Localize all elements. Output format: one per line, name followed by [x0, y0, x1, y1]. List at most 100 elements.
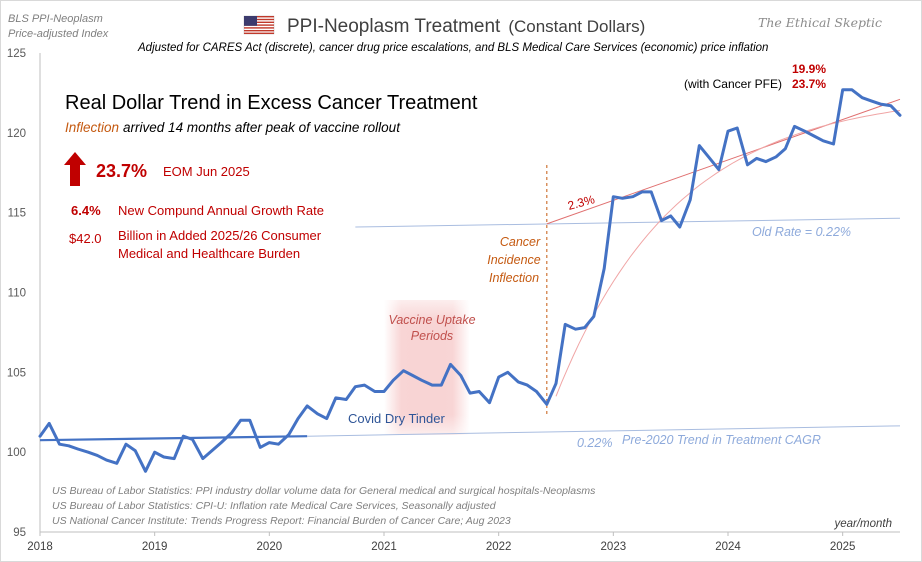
series-point [861, 96, 864, 99]
series-point [621, 197, 624, 200]
pre2020-trend-solid [39, 435, 308, 442]
y-tick-label: 125 [7, 48, 26, 60]
series-point [316, 412, 319, 415]
series-point [220, 441, 223, 444]
y-tick-label: 120 [7, 128, 26, 140]
y-tick-label: 115 [8, 208, 26, 220]
series-point [440, 383, 443, 387]
series-point [382, 390, 386, 393]
y-tick-label: 100 [7, 447, 26, 459]
pre2020-percent-label: 0.22% [577, 436, 612, 450]
series-point [517, 380, 520, 384]
x-tick-label: 2020 [257, 541, 283, 553]
series-point [230, 431, 233, 435]
rate-2-3-label: 2.3% [566, 192, 596, 213]
up-arrow-icon [64, 152, 86, 186]
cagr-value: 6.4% [71, 203, 101, 218]
y-tick-labels: 95 100 105 110 115 120 125 [7, 48, 26, 539]
series-point [755, 157, 758, 160]
series-point [764, 160, 767, 163]
series-point [248, 419, 251, 422]
series-point [545, 403, 548, 406]
series-point [554, 382, 558, 385]
title-main: PPI-Neoplasm Treatment [287, 16, 501, 37]
series-point [48, 422, 51, 425]
series-point [373, 390, 376, 393]
series-point [478, 390, 481, 393]
series-point [535, 390, 538, 393]
series-point [468, 391, 472, 395]
series-point [612, 195, 615, 198]
series-point [277, 443, 280, 446]
series-point [689, 198, 692, 202]
series-point [564, 323, 567, 326]
series-point [325, 417, 328, 420]
series-point [306, 404, 309, 408]
series-point [506, 371, 509, 374]
series-point [402, 369, 405, 372]
series-point [775, 155, 778, 158]
series-point [707, 155, 710, 158]
source-note-3: US National Cancer Institute: Trends Pro… [52, 515, 511, 527]
series-point [363, 383, 366, 387]
inflection-prefix: Inflection [65, 120, 119, 135]
billion-text-line1: Billion in Added 2025/26 Consumer [118, 228, 322, 243]
y-tick-label: 110 [8, 288, 26, 300]
series-point [583, 326, 586, 329]
inflection-note: Inflection arrived 14 months after peak o… [65, 120, 401, 135]
series-point [669, 214, 672, 218]
series-point [459, 374, 462, 377]
series-point [660, 219, 663, 222]
cancer-label-line1: Cancer [500, 235, 541, 249]
series-point [124, 443, 128, 446]
series-point [879, 102, 882, 106]
cancer-label-line2: Incidence [487, 253, 541, 267]
series-point [67, 444, 70, 447]
series-point [717, 168, 720, 171]
source-label-line2: Price-adjusted Index [8, 28, 109, 40]
vaccine-label-line1: Vaccine Uptake [388, 313, 475, 327]
inflection-rest: arrived 14 months after peak of vaccine … [123, 120, 401, 135]
x-tick-label: 2023 [601, 541, 627, 553]
series-point [449, 363, 452, 366]
y-tick-label: 95 [13, 527, 26, 539]
series-point [239, 419, 242, 422]
series-point [87, 451, 90, 454]
series-point [650, 190, 653, 194]
series-point [354, 385, 357, 388]
series-point [793, 125, 796, 128]
plot-headline: Real Dollar Trend in Excess Cancer Treat… [65, 92, 478, 114]
vaccine-uptake-band [384, 300, 470, 435]
series-point [287, 433, 290, 436]
x-tick-label: 2021 [371, 541, 397, 553]
series-point [832, 142, 835, 146]
series-point [726, 130, 730, 133]
series-point [822, 139, 825, 142]
y-tick-label: 105 [7, 367, 26, 379]
us-flag-icon [243, 15, 275, 35]
eom-label: EOM Jun 2025 [163, 164, 250, 179]
series-point [526, 383, 529, 387]
pfe-percent: 23.7% [792, 77, 826, 91]
cagr-text: New Compund Annual Growth Rate [118, 203, 324, 218]
series-point [201, 457, 204, 460]
series-point [58, 443, 61, 446]
series-point [841, 88, 844, 91]
series-point [38, 435, 42, 438]
x-tick-label: 2022 [486, 541, 512, 553]
series-point [259, 446, 262, 449]
series-point [603, 267, 606, 270]
x-tick-label: 2024 [715, 541, 741, 553]
billion-value: $42.0 [69, 231, 102, 246]
series-point [850, 88, 853, 91]
trend-2-3-line [546, 98, 901, 225]
series-point [296, 417, 300, 420]
headline-percent: 23.7% [96, 161, 147, 181]
series-point [173, 457, 176, 460]
series-point [162, 455, 165, 459]
series-point [640, 190, 644, 194]
brand-watermark: The Ethical Skeptic [758, 15, 882, 30]
series-point [889, 104, 892, 107]
